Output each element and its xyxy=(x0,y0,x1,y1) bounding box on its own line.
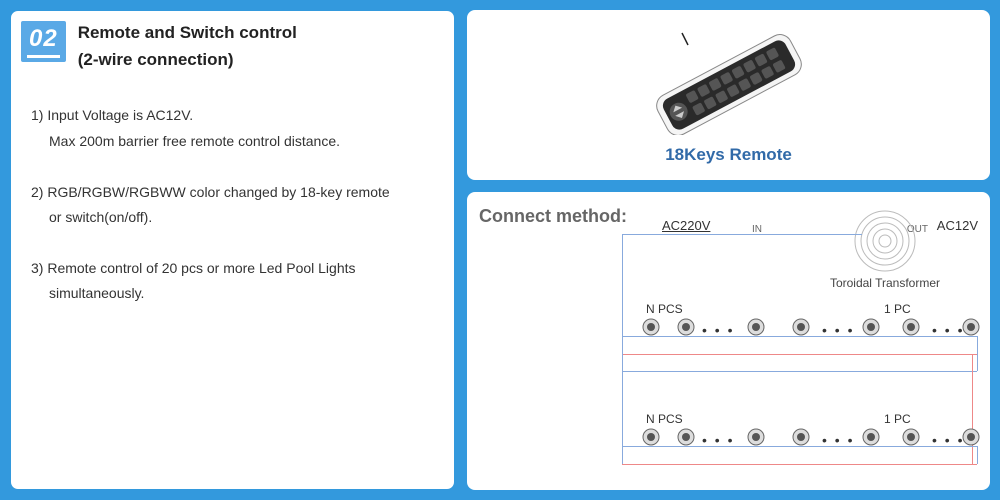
wire-blue xyxy=(622,234,862,235)
wiring-diagram: AC220V IN AC12V OUT Toroidal Transformer xyxy=(632,206,980,480)
body-text: 1) Input Voltage is AC12V. Max 200m barr… xyxy=(11,73,454,332)
led-icon xyxy=(902,318,920,336)
right-column: 18Keys Remote Connect method: AC220V IN … xyxy=(467,10,990,490)
badge-number: 02 xyxy=(27,25,60,58)
vwire-blue xyxy=(622,234,623,464)
wire-blue xyxy=(622,446,977,447)
onepc-label: 1 PC xyxy=(884,302,911,316)
wire-red xyxy=(622,354,977,355)
main-container: 02 Remote and Switch control (2-wire con… xyxy=(0,0,1000,500)
dots: • • • xyxy=(822,322,854,338)
led-icon xyxy=(747,428,765,446)
led-icon xyxy=(792,318,810,336)
remote-icon xyxy=(634,25,824,135)
wire-blue xyxy=(622,371,977,372)
transformer-icon xyxy=(840,206,930,276)
led-icon xyxy=(747,318,765,336)
led-icon xyxy=(862,318,880,336)
led-icon xyxy=(792,428,810,446)
led-icon xyxy=(902,428,920,446)
led-icon xyxy=(962,318,980,336)
point-1: 1) Input Voltage is AC12V. Max 200m barr… xyxy=(31,103,434,153)
connect-label: Connect method: xyxy=(479,206,627,226)
dots: • • • xyxy=(702,322,734,338)
remote-panel: 18Keys Remote xyxy=(467,10,990,180)
header: 02 Remote and Switch control (2-wire con… xyxy=(11,11,454,73)
left-panel: 02 Remote and Switch control (2-wire con… xyxy=(10,10,455,490)
wire-blue xyxy=(622,336,977,337)
point-2: 2) RGB/RGBW/RGBWW color changed by 18-ke… xyxy=(31,180,434,230)
vwire-blue xyxy=(977,446,978,464)
npcs-label: N PCS xyxy=(646,412,683,426)
dots: • • • xyxy=(932,322,964,338)
diagram-panel: Connect method: AC220V IN AC12V OUT Toro… xyxy=(467,192,990,490)
led-icon xyxy=(642,318,660,336)
ac220-label: AC220V xyxy=(662,218,710,233)
header-text: Remote and Switch control (2-wire connec… xyxy=(78,19,297,73)
led-icon xyxy=(642,428,660,446)
ac12-label: AC12V xyxy=(937,218,978,233)
vwire-red xyxy=(972,354,973,464)
title-line2: (2-wire connection) xyxy=(78,46,297,73)
wire-red xyxy=(622,464,977,465)
led-icon xyxy=(862,428,880,446)
dots: • • • xyxy=(822,432,854,448)
dots: • • • xyxy=(702,432,734,448)
point-3: 3) Remote control of 20 pcs or more Led … xyxy=(31,256,434,306)
transformer-label: Toroidal Transformer xyxy=(830,276,940,290)
led-icon xyxy=(962,428,980,446)
section-badge: 02 xyxy=(19,19,68,64)
onepc-label: 1 PC xyxy=(884,412,911,426)
remote-label: 18Keys Remote xyxy=(665,145,792,165)
led-icon xyxy=(677,318,695,336)
title-line1: Remote and Switch control xyxy=(78,19,297,46)
vwire-blue xyxy=(977,336,978,371)
npcs-label: N PCS xyxy=(646,302,683,316)
led-icon xyxy=(677,428,695,446)
dots: • • • xyxy=(932,432,964,448)
